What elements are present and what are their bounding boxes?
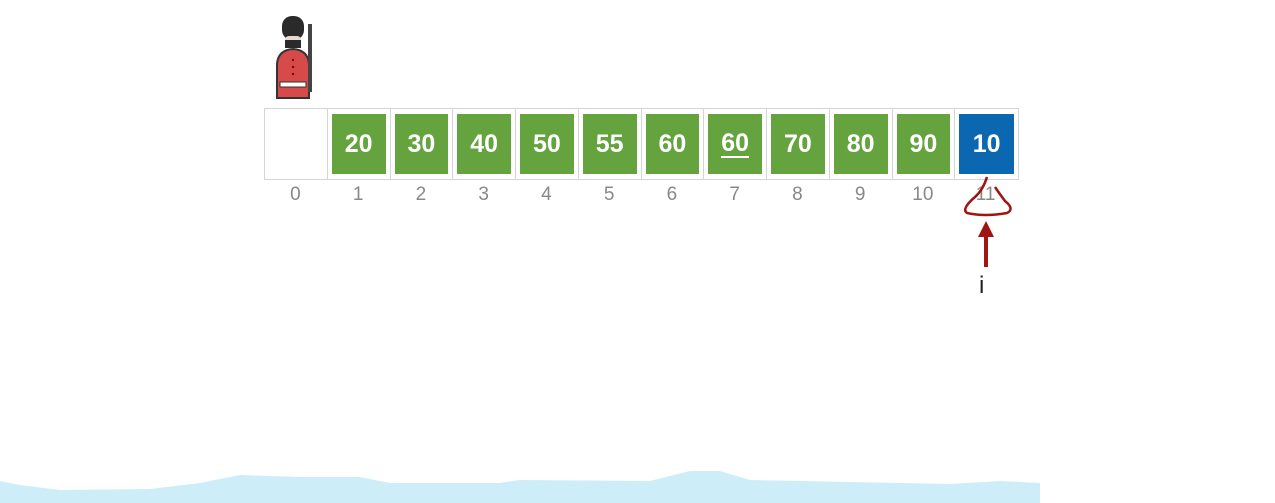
array-cell: 60	[704, 109, 767, 179]
element-value: 55	[595, 129, 624, 158]
index-labels: 0 1 2 3 4 5 6 7 8 9 10 11	[264, 184, 1017, 206]
element-value: 10	[972, 129, 1001, 158]
array-cell: 90	[893, 109, 956, 179]
array-cell: 70	[767, 109, 830, 179]
array-cell: 40	[453, 109, 516, 179]
index-label: 6	[666, 184, 678, 205]
circle-annotation	[964, 176, 1012, 217]
array: 20 30 40 50 55 60 60 70 80 90 10	[264, 108, 1019, 180]
index-label: 10	[912, 184, 934, 205]
decorative-wave	[0, 471, 1040, 503]
element-value: 60	[721, 129, 750, 158]
index-label: 1	[352, 184, 364, 205]
sorted-element: 80	[833, 114, 888, 174]
element-value: 70	[783, 129, 812, 158]
element-value: 90	[909, 129, 938, 158]
array-cell: 55	[579, 109, 642, 179]
index-label: 9	[854, 184, 866, 205]
sorted-element: 60	[708, 114, 762, 174]
sorted-element: 90	[896, 114, 951, 174]
array-cell: 10	[955, 109, 1018, 179]
index-label: 5	[603, 184, 615, 205]
index-label: 0	[290, 184, 301, 205]
element-value: 80	[846, 129, 875, 158]
element-value: 40	[470, 129, 499, 158]
sorted-element: 60	[645, 114, 700, 174]
array-cell: 20	[328, 109, 391, 179]
sorted-element: 55	[582, 114, 637, 174]
array-cell: 60	[642, 109, 705, 179]
sorted-element: 20	[331, 114, 386, 174]
array-cell: 30	[391, 109, 454, 179]
array-cell	[265, 109, 328, 179]
sorted-element: 50	[520, 114, 574, 174]
array-cell: 80	[830, 109, 893, 179]
index-label: 4	[541, 184, 552, 205]
index-label: 3	[478, 184, 489, 205]
sorted-element: 70	[771, 114, 825, 174]
pointer-annotation	[964, 176, 1012, 267]
index-label: 8	[792, 184, 803, 205]
index-label: 7	[729, 184, 740, 205]
sorted-element: 30	[394, 114, 449, 174]
sorted-element: 40	[457, 114, 511, 174]
pointer-label: i	[979, 272, 985, 299]
element-value: 50	[532, 129, 561, 158]
element-value: 60	[658, 129, 687, 158]
element-value: 20	[344, 129, 373, 158]
element-value: 30	[407, 129, 436, 158]
queens-guard-icon	[276, 16, 312, 99]
current-element: 10	[959, 114, 1014, 174]
index-label: 2	[415, 184, 427, 205]
array-cell: 50	[516, 109, 579, 179]
